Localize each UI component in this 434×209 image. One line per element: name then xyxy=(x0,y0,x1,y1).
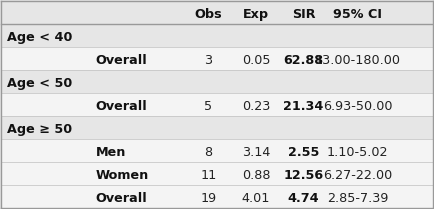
Text: 5: 5 xyxy=(204,100,212,113)
Text: Exp: Exp xyxy=(243,8,269,20)
Text: 8: 8 xyxy=(204,146,212,159)
Text: 4.01: 4.01 xyxy=(242,192,270,205)
Text: Overall: Overall xyxy=(96,100,148,113)
Text: 19: 19 xyxy=(200,192,217,205)
Text: Overall: Overall xyxy=(96,54,148,67)
Bar xyxy=(1,1,433,24)
Text: Age ≥ 50: Age ≥ 50 xyxy=(7,123,72,136)
Bar xyxy=(1,162,433,185)
Bar xyxy=(1,139,433,162)
Text: 2.85-7.39: 2.85-7.39 xyxy=(327,192,388,205)
Text: 3.14: 3.14 xyxy=(242,146,270,159)
Text: Women: Women xyxy=(96,169,149,182)
Text: 4.74: 4.74 xyxy=(288,192,319,205)
Bar xyxy=(1,116,433,139)
Text: 0.88: 0.88 xyxy=(242,169,270,182)
Text: 62.88: 62.88 xyxy=(283,54,324,67)
Text: Obs: Obs xyxy=(194,8,222,20)
Bar xyxy=(1,24,433,47)
Text: 1.10-5.02: 1.10-5.02 xyxy=(327,146,388,159)
Text: 2.55: 2.55 xyxy=(288,146,319,159)
Text: 0.23: 0.23 xyxy=(242,100,270,113)
Text: Men: Men xyxy=(96,146,126,159)
Bar xyxy=(1,70,433,93)
Text: 6.27-22.00: 6.27-22.00 xyxy=(323,169,392,182)
Text: Overall: Overall xyxy=(96,192,148,205)
Text: 6.93-50.00: 6.93-50.00 xyxy=(323,100,392,113)
Text: 95% CI: 95% CI xyxy=(333,8,382,20)
Text: Age < 50: Age < 50 xyxy=(7,77,72,90)
Text: 21.34: 21.34 xyxy=(283,100,324,113)
Text: 11: 11 xyxy=(200,169,217,182)
Text: 12.56: 12.56 xyxy=(283,169,324,182)
Text: 0.05: 0.05 xyxy=(242,54,270,67)
Bar xyxy=(1,47,433,70)
Text: SIR: SIR xyxy=(292,8,315,20)
Bar xyxy=(1,185,433,208)
Text: Age < 40: Age < 40 xyxy=(7,31,72,44)
Bar xyxy=(1,93,433,116)
Text: 3: 3 xyxy=(204,54,212,67)
Text: 13.00-180.00: 13.00-180.00 xyxy=(315,54,401,67)
